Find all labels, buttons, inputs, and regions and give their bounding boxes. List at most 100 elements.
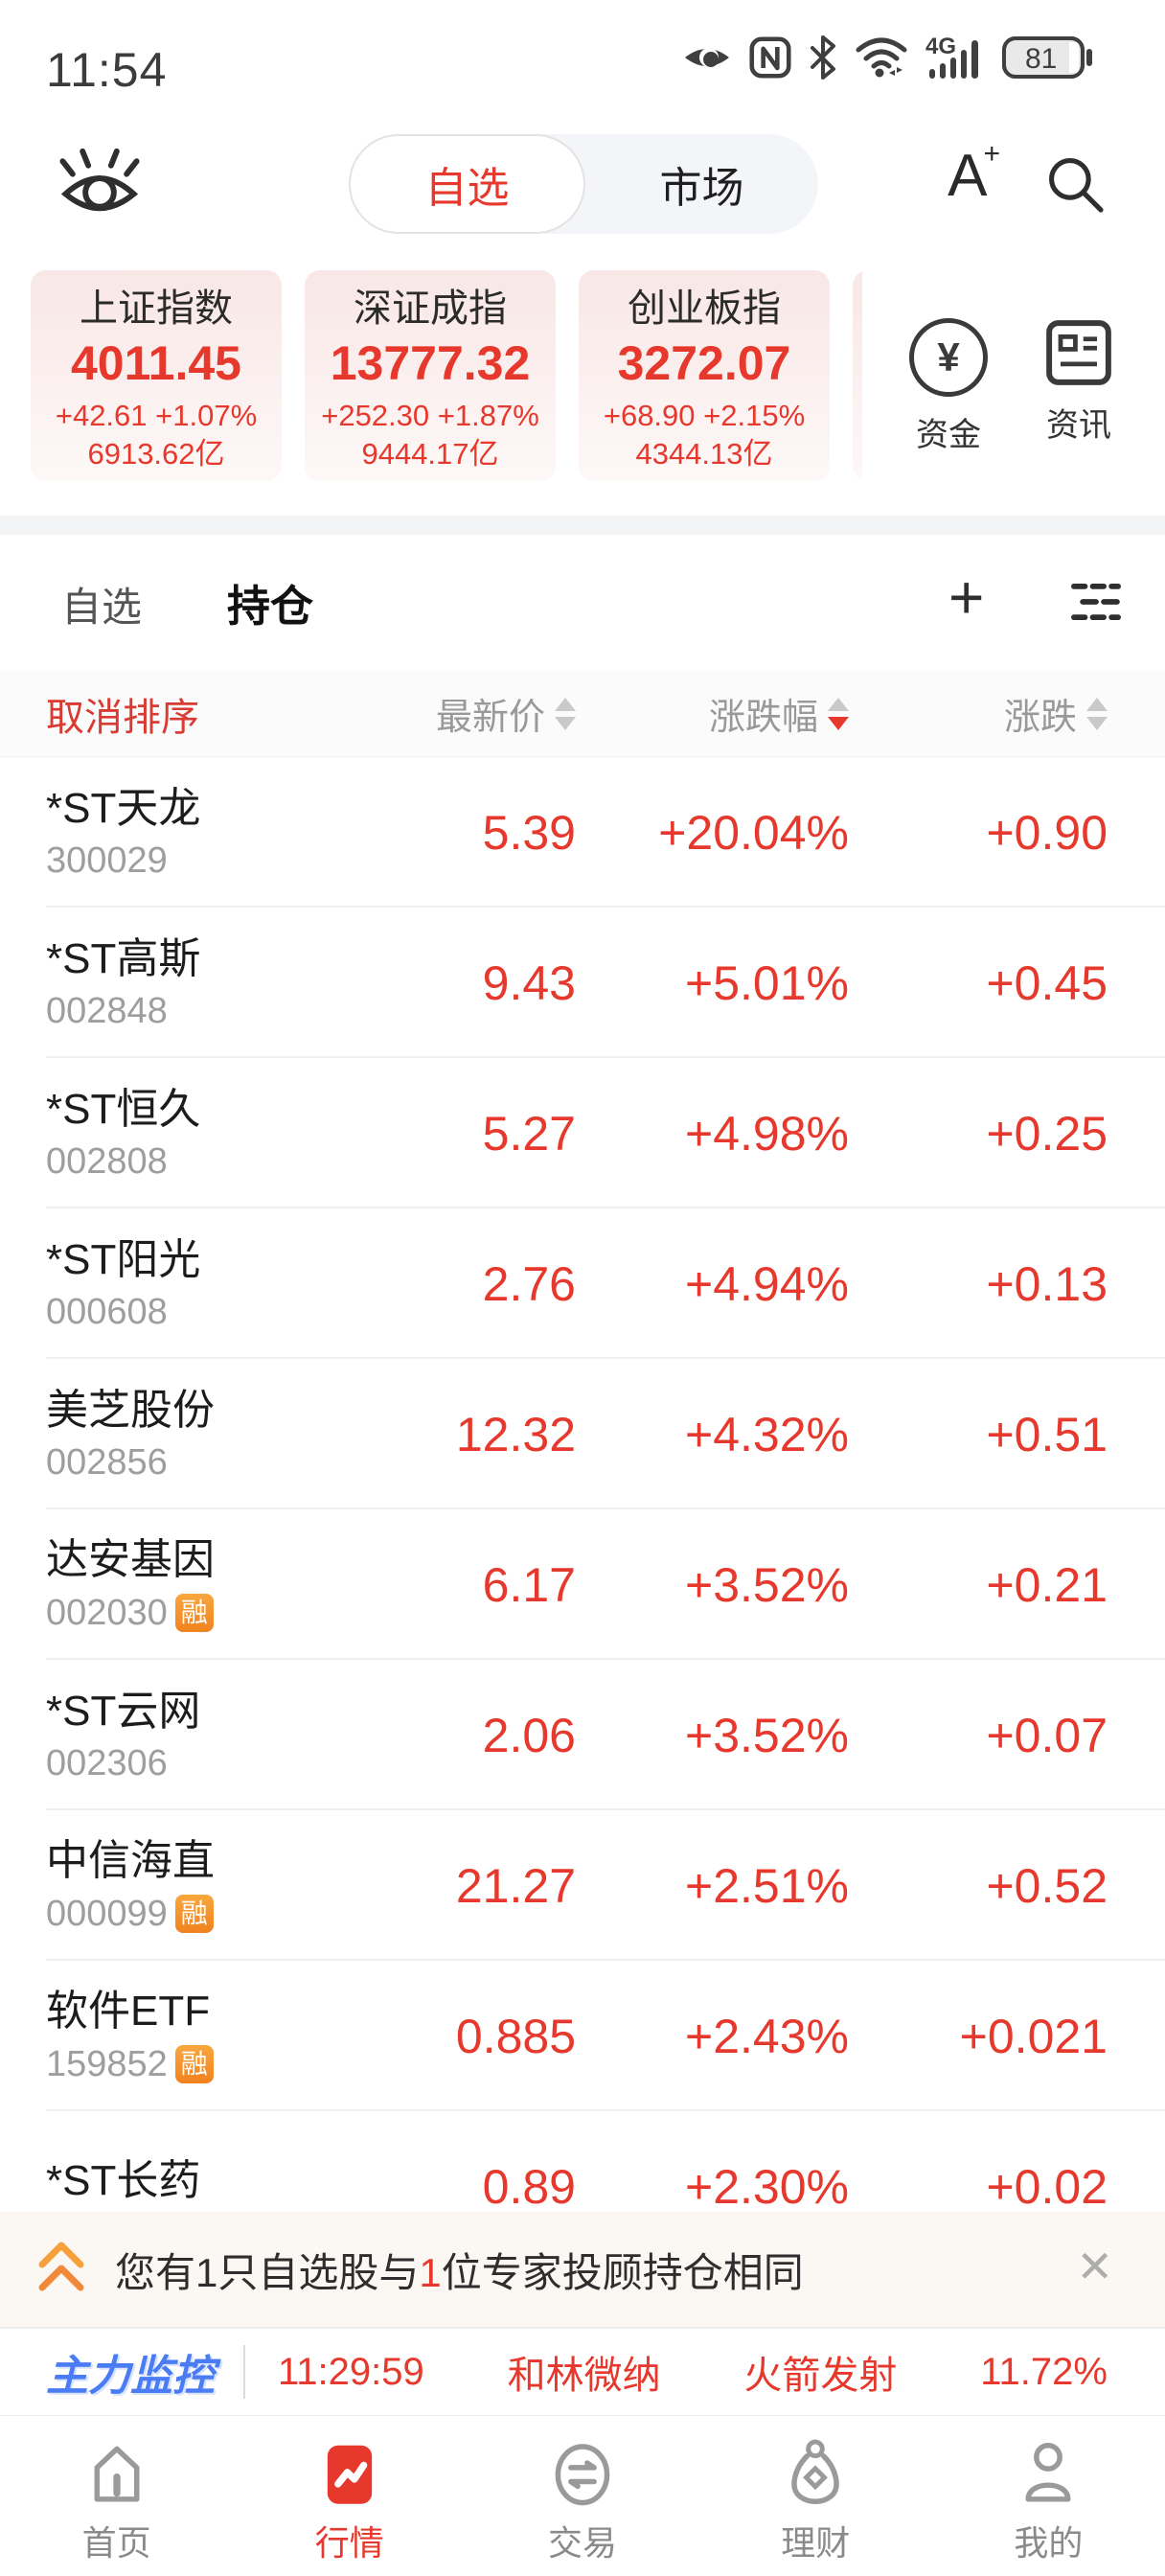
add-stock-button[interactable]: + — [948, 563, 985, 632]
watchlist-eye-icon[interactable] — [54, 140, 146, 233]
index-change: +68.90 +2.15% — [603, 399, 806, 432]
sort-column-percent[interactable]: 涨跌幅 — [576, 687, 849, 740]
stock-row[interactable]: 中信海直 000099 融 21.27 +2.51% +0.52 — [0, 1810, 1165, 1961]
ticker-title: 主力监控 — [46, 2353, 215, 2400]
stock-code: 002030 — [46, 1592, 168, 1633]
stock-name: 中信海直 — [46, 1837, 215, 1885]
stock-percent: +2.43% — [685, 2009, 849, 2063]
stock-row[interactable]: *ST高斯 002848 9.43 +5.01% +0.45 — [0, 908, 1165, 1058]
index-card-shenzhen[interactable]: 深证成指 13777.32 +252.30 +1.87% 9444.17亿 — [305, 270, 556, 481]
stock-row[interactable]: *ST恒久 002808 5.27 +4.98% +0.25 — [0, 1058, 1165, 1208]
bottom-nav: 首页 行情 交易 理财 我的 — [0, 2415, 1165, 2576]
stock-row[interactable]: 美芝股份 002856 12.32 +4.32% +0.51 — [0, 1359, 1165, 1509]
tab-holdings[interactable]: 持仓 — [227, 571, 314, 694]
index-change: +252.30 +1.87% — [321, 399, 539, 432]
stock-code: 000099 — [46, 1893, 168, 1934]
nav-wealth[interactable]: 理财 — [699, 2416, 932, 2576]
ticker-event: 火箭发射 — [743, 2355, 898, 2397]
index-volume: 9444.17亿 — [361, 437, 499, 471]
header-segmented-control: 自选 市场 — [349, 134, 818, 234]
stock-row[interactable]: *ST云网 002306 2.06 +3.52% +0.07 — [0, 1660, 1165, 1810]
index-value: 3272.07 — [617, 336, 791, 390]
stock-row[interactable]: *ST阳光 000608 2.76 +4.94% +0.13 — [0, 1208, 1165, 1359]
status-bar: 11:54 4G 81 — [0, 0, 1165, 123]
font-size-button[interactable]: A+ — [948, 138, 1000, 209]
svg-text:4G: 4G — [925, 34, 956, 59]
stock-name: *ST高斯 — [46, 935, 201, 983]
signal-4g-icon: 4G — [925, 34, 985, 80]
sort-column-price[interactable]: 最新价 — [384, 687, 576, 740]
index-volume — [853, 435, 862, 473]
nav-market-label: 行情 — [314, 2523, 384, 2563]
index-card-partial[interactable]: + — [853, 270, 862, 481]
stock-percent: +20.04% — [658, 805, 849, 860]
tab-market[interactable]: 市场 — [585, 134, 818, 234]
nav-profile[interactable]: 我的 — [932, 2416, 1165, 2576]
index-name — [853, 286, 862, 332]
tab-watchlist-label: 自选 — [424, 165, 510, 212]
ticker-value: 11.72% — [980, 2350, 1108, 2393]
tab-my-watchlist[interactable]: 自选 — [61, 585, 143, 630]
stock-percent: +2.51% — [685, 1858, 849, 1913]
stock-name: 达安基因 — [46, 1536, 215, 1584]
tab-holdings-label: 持仓 — [227, 582, 314, 631]
fund-flow-label: 资金 — [916, 417, 981, 453]
sort-column-price-label: 最新价 — [435, 698, 545, 738]
stock-price: 6.17 — [482, 1557, 576, 1612]
sort-column-change[interactable]: 涨跌 — [849, 687, 1108, 740]
nav-trade[interactable]: 交易 — [466, 2416, 698, 2576]
fund-flow-icon: ¥ — [909, 318, 988, 397]
nav-home[interactable]: 首页 — [0, 2416, 233, 2576]
battery-icon: 81 — [1002, 34, 1094, 80]
stock-row[interactable]: 软件ETF 159852 融 0.885 +2.43% +0.021 — [0, 1961, 1165, 2111]
index-cards-scroller[interactable]: 上证指数 4011.45 +42.61 +1.07% 6913.62亿 深证成指… — [0, 270, 862, 485]
index-card-track: 上证指数 4011.45 +42.61 +1.07% 6913.62亿 深证成指… — [0, 270, 862, 481]
advisor-banner[interactable]: 您有1只自选股与1位专家投顾持仓相同 ✕ — [0, 2212, 1165, 2327]
news-icon — [1021, 318, 1136, 387]
stock-percent: +5.01% — [685, 955, 849, 1010]
fund-flow-button[interactable]: ¥ 资金 — [891, 270, 1006, 485]
stock-code: 002848 — [46, 990, 168, 1031]
index-value: 13777.32 — [330, 336, 531, 390]
stock-code: 300029 — [46, 840, 168, 881]
watchlist-tabs-bar: 自选 持仓 + — [0, 535, 1165, 694]
index-volume: 6913.62亿 — [87, 437, 225, 471]
app-header: 自选 市场 A+ — [0, 123, 1165, 245]
stock-price: 2.76 — [482, 1256, 576, 1311]
nav-trade-label: 交易 — [548, 2523, 618, 2563]
stock-percent: +2.30% — [685, 2159, 849, 2213]
stock-row[interactable]: 达安基因 002030 融 6.17 +3.52% +0.21 — [0, 1509, 1165, 1660]
nav-home-label: 首页 — [81, 2523, 151, 2563]
stock-row[interactable]: *ST长药 0.89 +2.30% +0.02 — [0, 2111, 1165, 2212]
search-icon[interactable] — [1040, 150, 1109, 223]
ticker-time: 11:29:59 — [278, 2350, 424, 2393]
stock-price: 5.39 — [482, 805, 576, 860]
edit-list-icon[interactable] — [1067, 575, 1125, 633]
main-force-ticker[interactable]: 主力监控 11:29:59 和林微纳 火箭发射 11.72% — [0, 2327, 1165, 2415]
status-icons: 4G 81 — [682, 34, 1094, 80]
stock-name: 软件ETF — [46, 1988, 211, 2036]
stock-row[interactable]: *ST天龙 300029 5.39 +20.04% +0.90 — [0, 757, 1165, 908]
index-change: + — [853, 397, 862, 435]
news-button[interactable]: 资讯 — [1021, 270, 1136, 485]
ticker-content: 11:29:59 和林微纳 火箭发射 11.72% — [278, 2344, 1108, 2400]
close-icon[interactable]: ✕ — [1076, 2242, 1113, 2291]
cancel-sort-button[interactable]: 取消排序 — [46, 696, 199, 739]
news-label: 资讯 — [1046, 407, 1111, 444]
stock-change: +0.90 — [986, 805, 1108, 860]
index-change: +42.61 +1.07% — [55, 399, 258, 432]
stock-price: 0.885 — [455, 2009, 576, 2063]
index-card-shanghai[interactable]: 上证指数 4011.45 +42.61 +1.07% 6913.62亿 — [31, 270, 282, 481]
margin-badge: 融 — [174, 2044, 214, 2083]
index-name: 上证指数 — [80, 288, 233, 330]
sort-column-percent-label: 涨跌幅 — [708, 698, 818, 738]
index-card-chinext[interactable]: 创业板指 3272.07 +68.90 +2.15% 4344.13亿 — [579, 270, 830, 481]
stock-change: +0.52 — [986, 1858, 1108, 1913]
stock-code: 159852 — [46, 2043, 168, 2084]
stock-percent: +4.32% — [685, 1407, 849, 1461]
tab-watchlist[interactable]: 自选 — [349, 134, 585, 234]
stock-change: +0.21 — [986, 1557, 1108, 1612]
stock-name: *ST云网 — [46, 1688, 201, 1736]
nav-market[interactable]: 行情 — [233, 2416, 466, 2576]
